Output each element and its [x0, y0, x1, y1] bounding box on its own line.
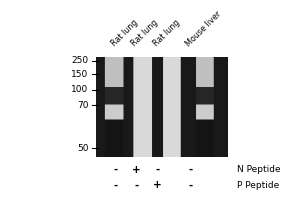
Text: -: - [188, 180, 193, 190]
Text: +: + [153, 180, 162, 190]
Text: Rat lung: Rat lung [151, 18, 181, 48]
Text: Mouse liver: Mouse liver [184, 9, 223, 48]
Text: Rat lung: Rat lung [109, 18, 139, 48]
Text: 250: 250 [71, 56, 88, 65]
Text: 70: 70 [77, 101, 88, 110]
Text: -: - [113, 165, 118, 175]
Text: -: - [113, 180, 118, 190]
Text: 100: 100 [71, 85, 88, 94]
Text: -: - [188, 165, 193, 175]
Text: +: + [132, 165, 141, 175]
Text: -: - [155, 165, 160, 175]
Text: Rat lung: Rat lung [130, 18, 160, 48]
Text: 50: 50 [77, 144, 88, 153]
Text: P Peptide: P Peptide [237, 181, 279, 190]
Text: -: - [134, 180, 139, 190]
Text: N Peptide: N Peptide [237, 165, 280, 174]
Text: 150: 150 [71, 70, 88, 79]
